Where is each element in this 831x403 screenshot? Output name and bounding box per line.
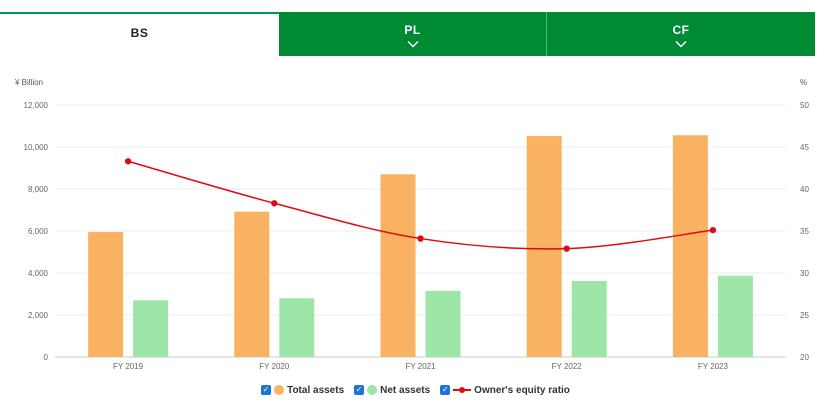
- total-assets-bar: [234, 211, 270, 357]
- x-tick-label: FY 2021: [405, 362, 436, 371]
- left-tick-label: 0: [44, 353, 49, 362]
- left-tick-label: 2,000: [28, 311, 49, 320]
- equity-ratio-point: [124, 158, 132, 165]
- tab-bs-label: BS: [130, 26, 149, 40]
- total-assets-bar: [672, 135, 708, 357]
- tab-bs[interactable]: BS: [0, 12, 279, 56]
- checkbox-icon[interactable]: ✓: [440, 385, 451, 395]
- net-assets-bar: [571, 280, 607, 357]
- net-assets-bar: [133, 300, 169, 357]
- net-assets-bar: [425, 290, 461, 357]
- tab-cf-label: CF: [672, 23, 690, 37]
- x-tick-label: FY 2019: [113, 362, 144, 371]
- legend-label-net-assets: Net assets: [380, 384, 431, 396]
- right-tick-label: 20: [800, 353, 809, 362]
- x-tick-label: FY 2022: [552, 362, 583, 371]
- total-assets-bar: [88, 232, 124, 357]
- x-tick-label: FY 2023: [698, 362, 729, 371]
- left-tick-label: 8,000: [28, 185, 49, 194]
- left-tick-label: 12,000: [24, 101, 49, 110]
- legend-item-equity-ratio[interactable]: ✓ Owner's equity ratio: [440, 385, 570, 396]
- checkbox-icon[interactable]: ✓: [354, 385, 365, 395]
- tab-cf[interactable]: CF: [547, 12, 815, 56]
- right-tick-label: 50: [800, 101, 809, 110]
- tab-pl-label: PL: [404, 23, 421, 37]
- left-tick-label: 4,000: [28, 269, 49, 278]
- equity-ratio-point: [563, 245, 570, 252]
- tab-pl[interactable]: PL: [279, 12, 547, 56]
- x-axis-labels: FY 2019 FY 2020 FY 2021 FY 2022 FY 2023: [113, 362, 728, 371]
- net-assets-bar: [717, 275, 753, 357]
- total-assets-bar: [526, 136, 562, 357]
- right-axis-unit: %: [800, 78, 807, 87]
- equity-ratio-point: [271, 200, 278, 207]
- line-series: [124, 158, 717, 252]
- chevron-down-icon: [675, 41, 687, 48]
- left-tick-label: 10,000: [24, 143, 49, 152]
- right-tick-label: 30: [800, 269, 809, 278]
- right-tick-label: 25: [800, 311, 809, 320]
- legend-item-total-assets[interactable]: ✓ Total assets: [261, 385, 344, 396]
- total-assets-bar: [380, 174, 416, 357]
- checkbox-icon[interactable]: ✓: [261, 385, 272, 395]
- legend-swatch-net-assets: [367, 385, 378, 395]
- right-tick-label: 45: [800, 143, 809, 152]
- x-tick-label: FY 2020: [259, 362, 290, 371]
- left-tick-label: 6,000: [28, 227, 49, 236]
- statement-tabs: BS PL CF: [0, 12, 815, 56]
- legend-swatch-total-assets: [274, 385, 285, 395]
- chart-grid: [55, 104, 786, 358]
- right-axis-ticks: 20 25 30 35 40 45 50: [800, 101, 809, 362]
- chevron-down-icon: [407, 41, 418, 48]
- legend-item-net-assets[interactable]: ✓ Net assets: [354, 385, 430, 396]
- equity-ratio-point: [709, 226, 717, 234]
- left-axis-ticks: 0 2,000 4,000 6,000 8,000 10,000 12,000: [24, 101, 49, 362]
- right-tick-label: 35: [800, 227, 809, 236]
- net-assets-bar: [279, 298, 315, 357]
- legend-swatch-equity-ratio: [453, 385, 472, 395]
- bar-series: [88, 135, 753, 357]
- left-axis-unit: ¥ Billion: [14, 78, 43, 87]
- right-tick-label: 40: [800, 185, 809, 194]
- balance-sheet-chart: ¥ Billion % 0 2,000 4,000 6,000 8,000 10,000 1…: [14, 78, 809, 371]
- legend-label-equity-ratio: Owner's equity ratio: [474, 384, 570, 396]
- chart-legend: ✓ Total assets ✓ Net assets ✓ Owner's eq…: [0, 383, 831, 397]
- equity-ratio-point: [417, 235, 424, 242]
- legend-label-total-assets: Total assets: [287, 384, 345, 396]
